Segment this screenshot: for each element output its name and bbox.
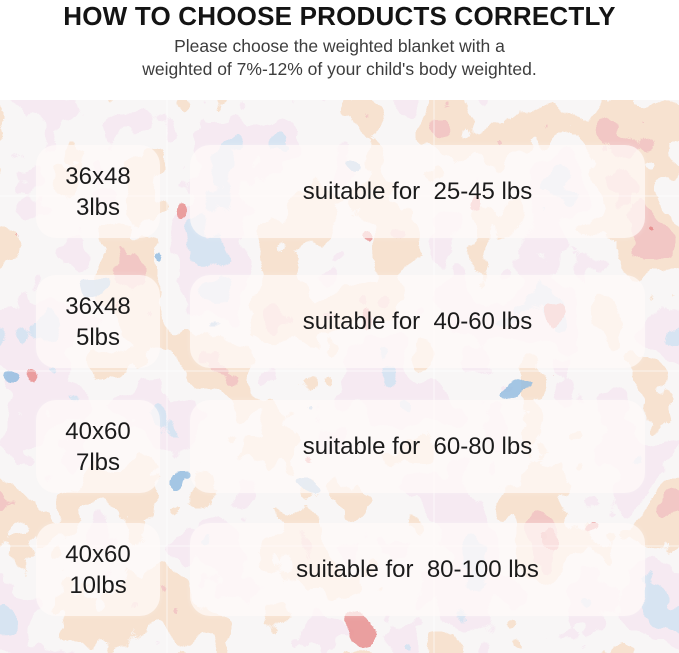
suitability-label: suitable for 25-45 lbs: [302, 177, 533, 205]
subtitle: Please choose the weighted blanket with …: [0, 35, 679, 81]
size-guide-row: 36x48 5lbs suitable for 40-60 lbs: [0, 275, 679, 368]
size-weight-box: 36x48 5lbs: [36, 275, 160, 368]
suitability-label: suitable for 60-80 lbs: [302, 432, 533, 460]
size-weight-box: 40x60 10lbs: [36, 523, 160, 616]
size-label: 36x48: [65, 162, 131, 190]
size-guide-row: 40x60 7lbs suitable for 60-80 lbs: [0, 400, 679, 493]
subtitle-line-1: Please choose the weighted blanket with …: [174, 36, 505, 56]
weight-label: 3lbs: [75, 193, 121, 221]
subtitle-line-2: weighted of 7%-12% of your child's body …: [142, 59, 537, 79]
suitability-box: suitable for 80-100 lbs: [190, 523, 645, 616]
page-title: HOW TO CHOOSE PRODUCTS CORRECTLY: [63, 1, 616, 31]
size-guide-row: 36x48 3lbs suitable for 25-45 lbs: [0, 145, 679, 238]
weight-label: 10lbs: [69, 571, 127, 599]
suitability-box: suitable for 40-60 lbs: [190, 275, 645, 368]
weight-label: 5lbs: [75, 323, 121, 351]
size-label: 36x48: [65, 292, 131, 320]
weight-label: 7lbs: [75, 448, 121, 476]
suitability-label: suitable for 80-100 lbs: [296, 555, 539, 583]
suitability-label: suitable for 40-60 lbs: [302, 307, 533, 335]
size-weight-box: 36x48 3lbs: [36, 145, 160, 238]
quilt-seam-vertical: [166, 100, 168, 653]
blanket-photo: 36x48 3lbs suitable for 25-45 lbs 36x48 …: [0, 100, 679, 653]
size-label: 40x60: [65, 417, 131, 445]
size-guide-row: 40x60 10lbs suitable for 80-100 lbs: [0, 523, 679, 616]
suitability-box: suitable for 60-80 lbs: [190, 400, 645, 493]
header: HOW TO CHOOSE PRODUCTS CORRECTLY Please …: [0, 0, 679, 100]
size-weight-box: 40x60 7lbs: [36, 400, 160, 493]
quilt-seam-vertical: [433, 100, 435, 653]
suitability-box: suitable for 25-45 lbs: [190, 145, 645, 238]
quilt-seam-horizontal: [0, 370, 679, 372]
size-label: 40x60: [65, 540, 131, 568]
